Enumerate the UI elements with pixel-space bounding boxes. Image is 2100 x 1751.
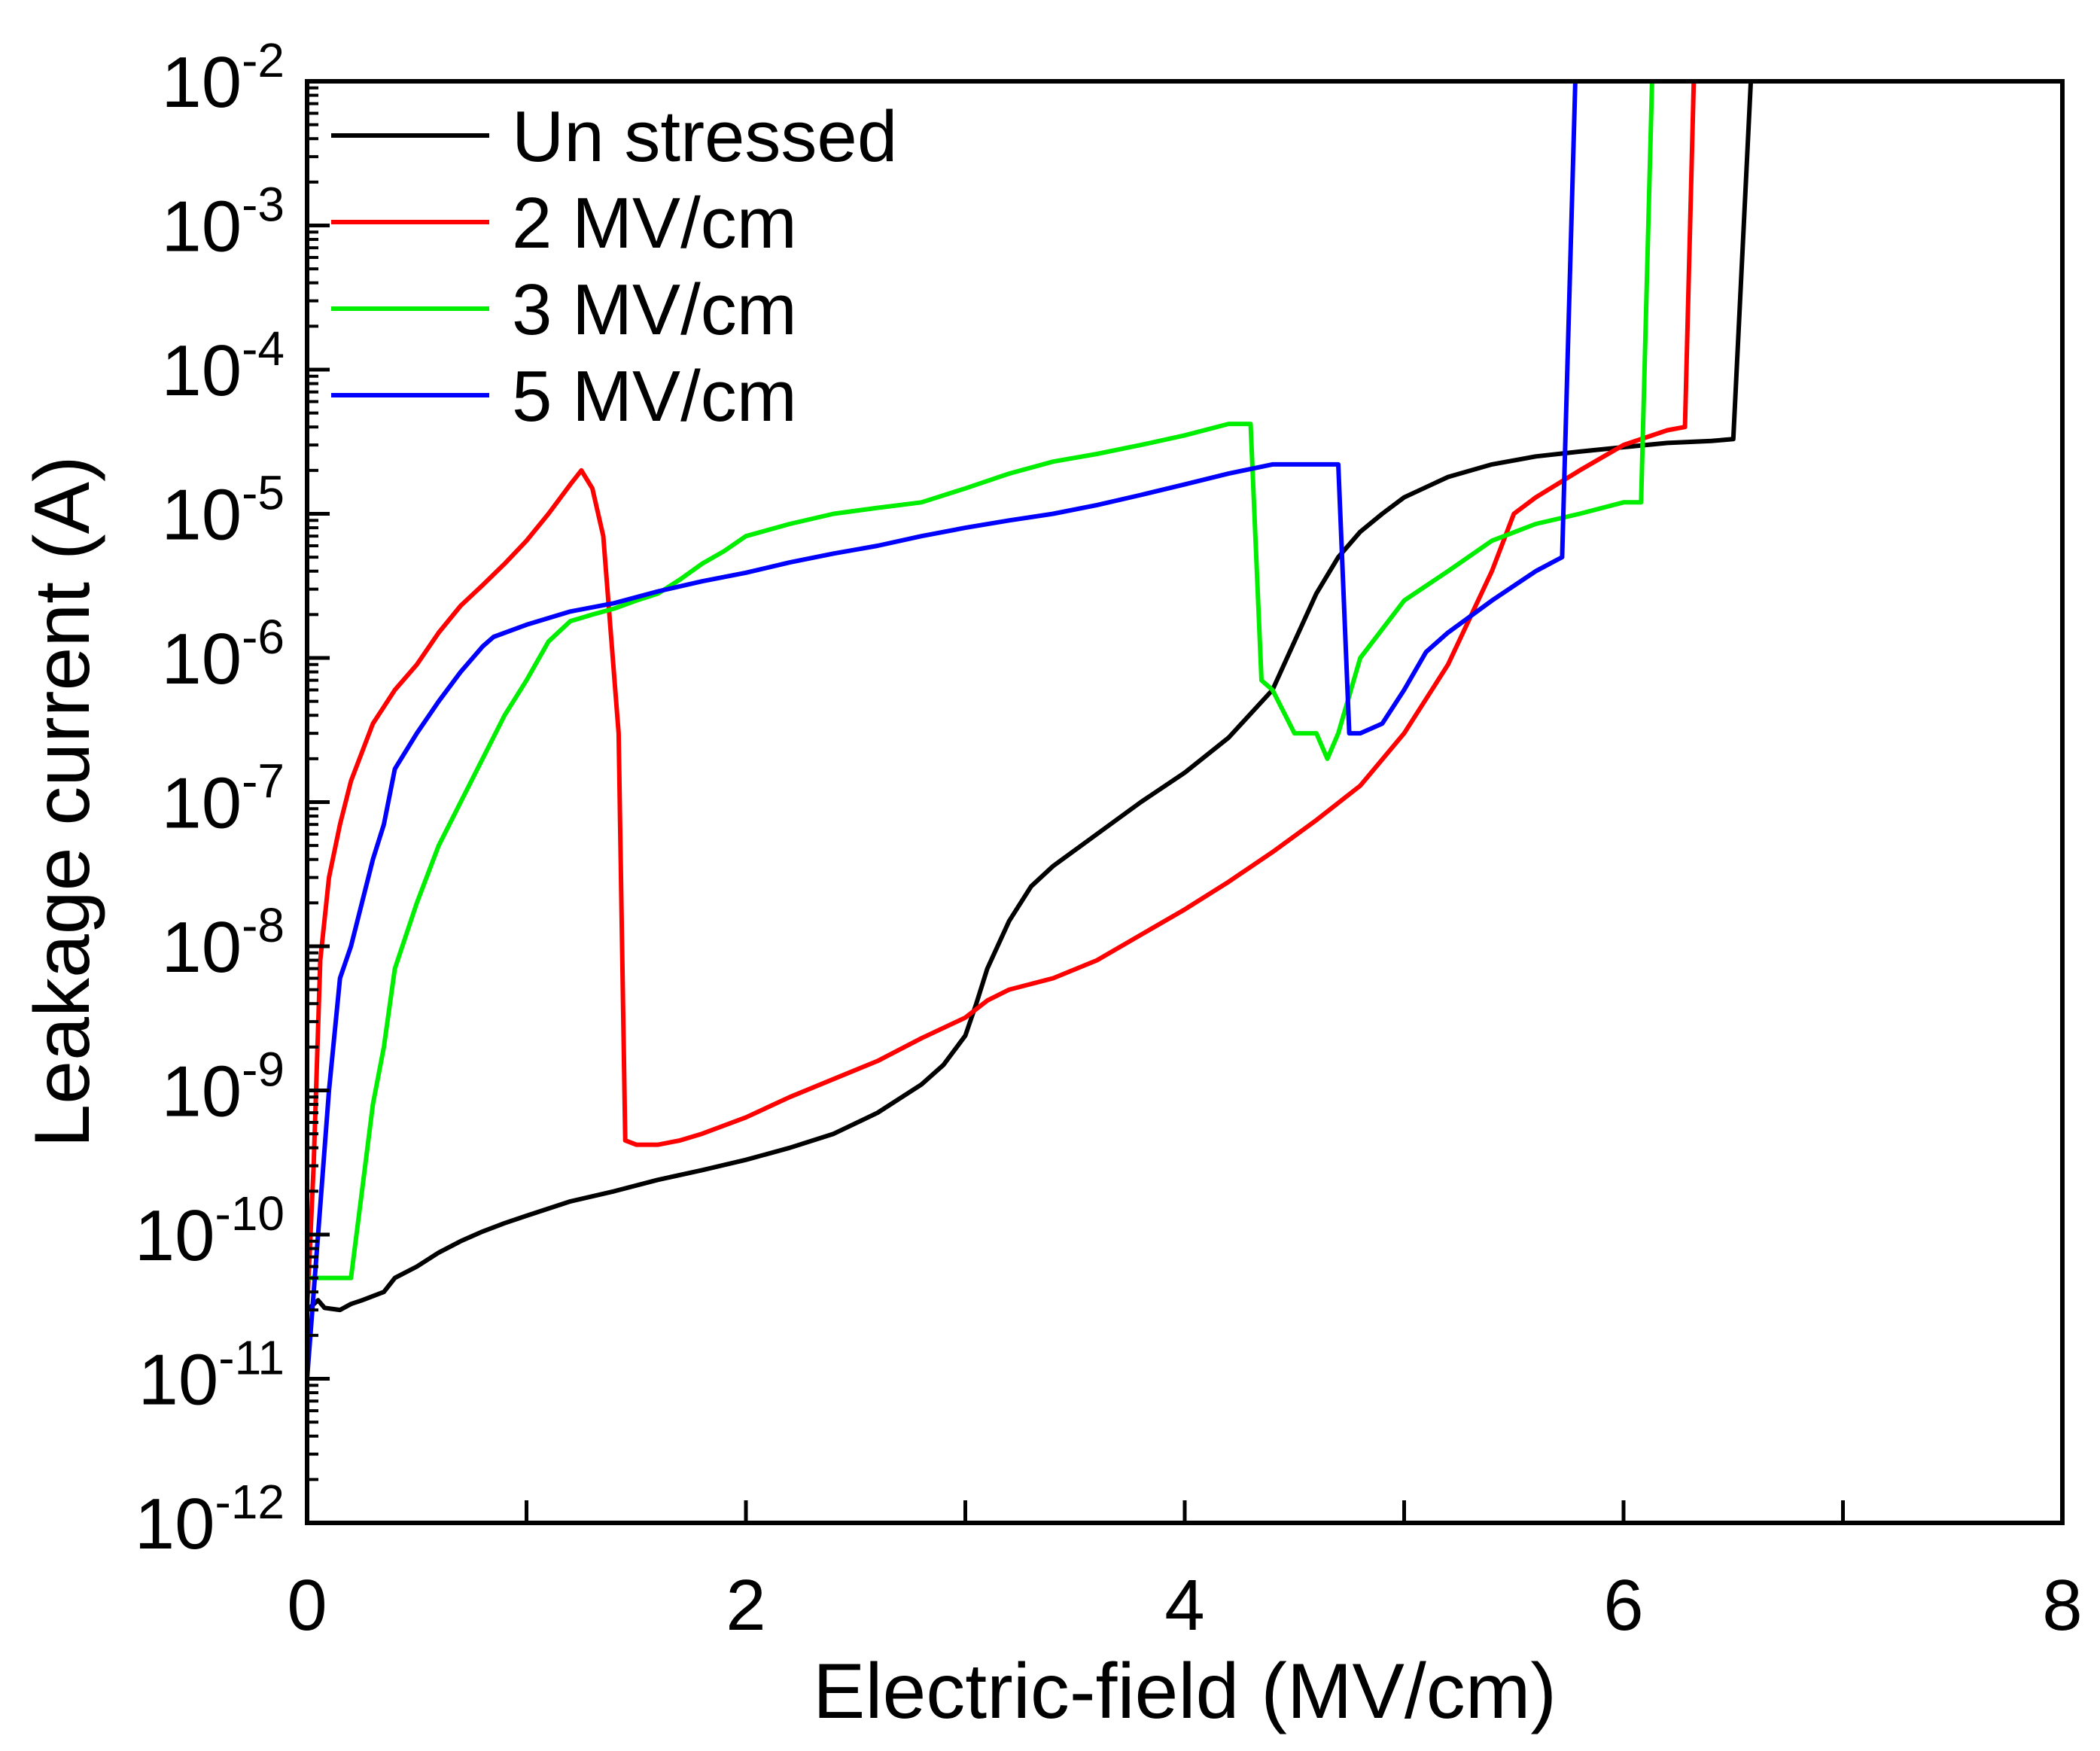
x-tick-label: 8 (2042, 1565, 2082, 1646)
series-layer (305, 79, 1791, 1381)
y-tick-label: 10-10 (135, 1186, 285, 1276)
legend-label: Un stressed (512, 96, 897, 177)
series-line-3 (305, 79, 1791, 1281)
legend-label: 3 MV/cm (512, 270, 797, 350)
y-tick-label: 10-12 (135, 1475, 285, 1564)
y-axis-ticks: 10-12 10-11 10-10 10-9 10-8 10-7 10-6 10-5 10-4 1… (135, 33, 330, 1564)
y-tick-label: 10-8 (161, 898, 285, 988)
x-tick-label: 2 (726, 1565, 765, 1646)
y-tick-label: 10-7 (161, 754, 285, 844)
y-tick-label: 10-4 (161, 321, 285, 411)
x-axis-ticks: 0 2 4 6 8 (287, 1500, 2083, 1646)
series-line-1 (305, 79, 1754, 1313)
legend-label: 5 MV/cm (512, 356, 797, 437)
y-tick-label: 10-6 (161, 610, 285, 699)
y-tick-label: 10-3 (161, 178, 285, 267)
legend-label: 2 MV/cm (512, 183, 797, 263)
series-line-4 (305, 79, 1626, 1381)
x-tick-label: 4 (1164, 1565, 1204, 1646)
x-tick-label: 6 (1603, 1565, 1643, 1646)
y-tick-label: 10-5 (161, 466, 285, 556)
y-tick-label: 10-2 (161, 33, 285, 123)
y-tick-label: 10-11 (138, 1331, 285, 1421)
y-tick-label: 10-9 (161, 1043, 285, 1132)
y-axis-title: Leakage current (A) (19, 455, 106, 1147)
x-axis-title: Electric-field (MV/cm) (813, 1648, 1557, 1735)
x-tick-label: 0 (287, 1565, 327, 1646)
